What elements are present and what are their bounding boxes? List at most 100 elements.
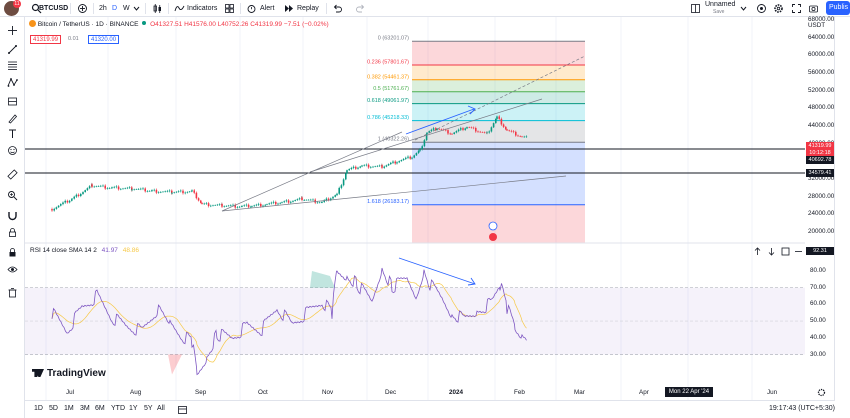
emoji-icon[interactable]: [7, 145, 18, 156]
range-button-1y[interactable]: 1Y: [129, 405, 138, 412]
candle-body: [162, 191, 164, 193]
ruler-icon[interactable]: [7, 169, 18, 180]
redo-icon[interactable]: [355, 3, 366, 14]
trash-icon[interactable]: [7, 287, 18, 298]
range-button-1d[interactable]: 1D: [34, 405, 43, 412]
candle-body: [207, 203, 210, 207]
candle-body: [523, 136, 525, 138]
buy-price-button[interactable]: 41320.00: [88, 35, 120, 44]
calendar-range-icon[interactable]: [177, 404, 188, 415]
candle-body: [445, 129, 447, 131]
crosshair-icon[interactable]: [7, 25, 18, 36]
candle-body: [374, 166, 376, 167]
alarm-clock-icon: [247, 5, 256, 13]
candle-body: [216, 204, 219, 206]
arrow-down-icon[interactable]: [767, 247, 776, 256]
add-compare-icon[interactable]: [77, 3, 88, 14]
quick-search-icon[interactable]: [756, 3, 767, 14]
candle-body: [146, 191, 149, 192]
layout-save-status[interactable]: Save: [713, 9, 725, 15]
sell-price-button[interactable]: 41319.99: [30, 35, 62, 44]
fib-zone: [412, 79, 585, 92]
candle-body: [370, 167, 372, 168]
publish-button[interactable]: Publis: [826, 1, 850, 15]
fib-retracement-icon[interactable]: [7, 60, 18, 71]
range-button-ytd[interactable]: YTD: [111, 405, 125, 412]
currency-label[interactable]: USDT: [808, 22, 826, 29]
bitcoin-icon: [29, 20, 36, 27]
magnet-icon[interactable]: [7, 210, 18, 221]
search-icon: [31, 3, 42, 14]
undo-icon[interactable]: [332, 3, 343, 14]
candles-icon[interactable]: [152, 3, 163, 14]
candle-body: [124, 188, 126, 189]
candle-body: [232, 204, 234, 206]
interval-2h-button[interactable]: 2h: [99, 5, 107, 12]
candle-body: [262, 205, 264, 207]
layout-grid-icon[interactable]: [690, 3, 701, 14]
symbol-title: Bitcoin / TetherUS · 1D · BINANCE: [37, 21, 139, 28]
fib-level-label: 0.618 (49061.97): [367, 98, 409, 104]
candle-body: [383, 166, 385, 168]
candle-body: [243, 205, 245, 206]
range-button-5y[interactable]: 5Y: [144, 405, 153, 412]
candle-body: [142, 188, 144, 190]
candle-body: [342, 179, 345, 186]
trend-line-icon[interactable]: [7, 44, 18, 55]
candle-body: [236, 207, 239, 208]
range-button-6m[interactable]: 6M: [95, 405, 105, 412]
price-chart[interactable]: 0 (63201.07) 0.236 (57801.67) 0.382 (54461…: [25, 17, 805, 405]
eye-icon[interactable]: [7, 264, 18, 275]
brush-icon[interactable]: [7, 113, 18, 124]
fib-zone: [412, 204, 585, 243]
candle-body: [75, 194, 78, 197]
text-icon[interactable]: [7, 128, 18, 139]
candle-body: [298, 198, 301, 200]
candle-body: [402, 158, 405, 161]
candle-body: [184, 192, 186, 194]
symbol-search-button[interactable]: BTCUSD: [39, 5, 69, 12]
alert-button[interactable]: Alert: [260, 5, 275, 12]
interval-d-button[interactable]: D: [112, 5, 118, 12]
range-button-5d[interactable]: 5D: [49, 405, 58, 412]
zoom-in-icon[interactable]: [7, 190, 18, 201]
lock-drawing-icon[interactable]: [7, 227, 18, 238]
candle-body: [266, 204, 268, 205]
spread-value: 0.01: [68, 36, 79, 42]
maximize-pane-icon[interactable]: [781, 247, 790, 256]
candle-body: [234, 204, 236, 208]
range-button-1m[interactable]: 1M: [64, 405, 74, 412]
candle-body: [378, 165, 381, 167]
range-button-all[interactable]: All: [157, 405, 165, 412]
fullscreen-icon[interactable]: [791, 3, 802, 14]
rsi-legend: RSI 14 close SMA 14 2 41.97 48.86: [30, 247, 139, 254]
pattern-icon[interactable]: [7, 77, 18, 88]
candle-body: [140, 188, 142, 190]
chevron-down-icon[interactable]: [738, 3, 749, 14]
candle-body: [270, 202, 273, 204]
candle-body: [492, 123, 495, 128]
interval-w-button[interactable]: W: [123, 5, 130, 12]
lock-icon[interactable]: [7, 247, 18, 258]
notification-badge: 11: [13, 0, 21, 8]
indicators-button[interactable]: Indicators: [187, 5, 218, 12]
rsi-label: RSI 14 close SMA 14 2: [30, 247, 97, 254]
collapse-pane-icon[interactable]: [794, 247, 803, 256]
candle-body: [472, 127, 475, 129]
divider: [93, 3, 94, 14]
cursor-date-box: Mon 22 Apr '24: [665, 387, 713, 397]
arrow-up-icon[interactable]: [753, 247, 762, 256]
layout-name[interactable]: Unnamed: [705, 1, 736, 8]
snapshot-icon[interactable]: [808, 3, 819, 14]
gear-icon[interactable]: [773, 3, 784, 14]
replay-button[interactable]: Replay: [297, 5, 319, 12]
rsi-oversold-fill: [168, 354, 182, 375]
clock-timezone[interactable]: 19:17:43 (UTC+5:30): [769, 405, 835, 412]
templates-icon[interactable]: [224, 3, 235, 14]
range-button-3m[interactable]: 3M: [80, 405, 90, 412]
candle-body: [464, 128, 466, 130]
forecasting-icon[interactable]: [7, 96, 18, 107]
chevron-down-icon[interactable]: [131, 3, 142, 14]
gear-icon[interactable]: [817, 388, 826, 397]
candle-body: [505, 126, 507, 130]
